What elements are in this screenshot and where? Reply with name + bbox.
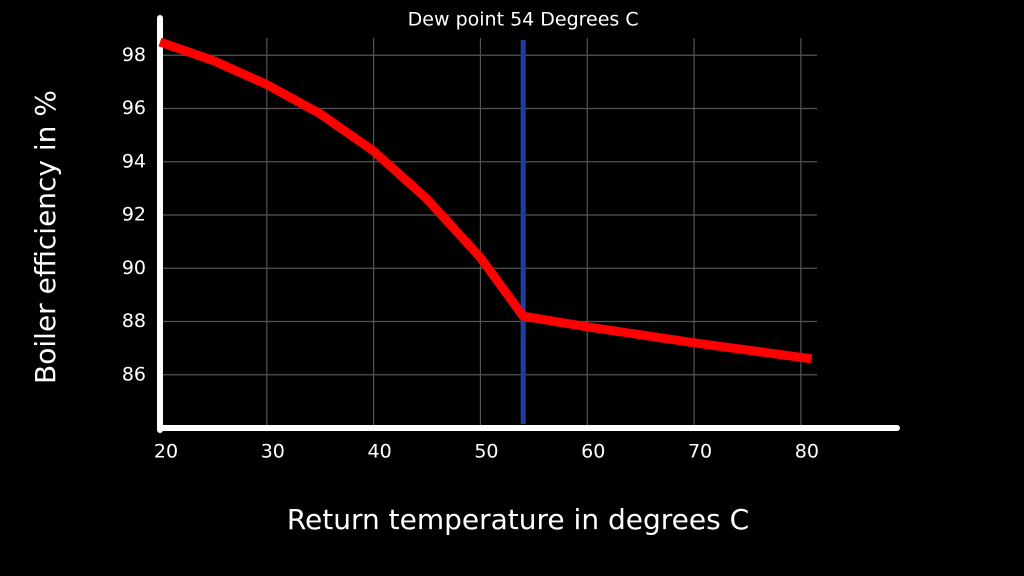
y-tick-label: 98 — [122, 44, 146, 66]
y-tick-label: 90 — [122, 257, 146, 279]
y-tick-label: 96 — [122, 97, 146, 119]
dew-point-label: Dew point 54 Degrees C — [408, 9, 639, 31]
y-tick-label: 94 — [122, 150, 146, 172]
y-tick-label: 88 — [122, 310, 146, 332]
data-line — [158, 37, 813, 364]
x-tick-label: 20 — [154, 441, 178, 463]
y-tick-label: 92 — [122, 204, 146, 226]
y-axis-title: Boiler efficiency in % — [29, 90, 62, 384]
y-tick-label: 86 — [122, 363, 146, 385]
x-tick-label: 50 — [474, 441, 498, 463]
x-axis-title: Return temperature in degrees C — [287, 503, 749, 536]
x-tick-label: 40 — [368, 441, 392, 463]
x-tick-label: 60 — [581, 441, 605, 463]
x-tick-label: 70 — [688, 441, 712, 463]
x-tick-label: 80 — [795, 441, 819, 463]
x-tick-label: 30 — [261, 441, 285, 463]
